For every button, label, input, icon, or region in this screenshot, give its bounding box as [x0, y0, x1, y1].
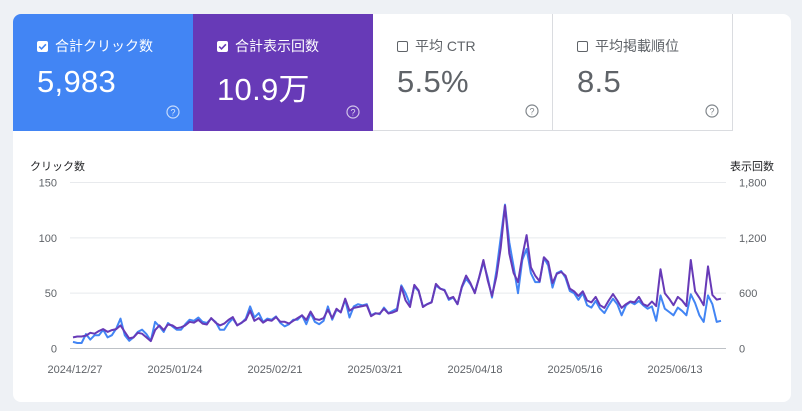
metric-value-clicks: 5,983: [37, 64, 117, 99]
help-icon[interactable]: ?: [166, 105, 180, 119]
left-tick-label: 100: [39, 233, 57, 245]
right-tick-label: 1,800: [739, 178, 767, 190]
metric-tile-position[interactable]: 平均掲載順位 8.5 ?: [553, 14, 733, 131]
left-tick-label: 50: [45, 288, 57, 300]
metric-label-position: 平均掲載順位: [577, 36, 679, 56]
metric-label-text: 平均 CTR: [415, 38, 476, 54]
checkbox-checked-icon[interactable]: [217, 40, 228, 52]
right-tick-label: 1,200: [739, 233, 767, 245]
x-tick-label: 2025/01/24: [147, 364, 202, 376]
x-tick-label: 2025/02/21: [247, 364, 302, 376]
checkbox-checked-icon[interactable]: [37, 40, 48, 52]
metric-value-position: 8.5: [577, 64, 621, 99]
checkbox-unchecked-icon[interactable]: [397, 40, 408, 52]
metric-label-ctr: 平均 CTR: [397, 36, 476, 56]
left-axis-title: クリック数: [30, 160, 85, 173]
metric-value-ctr: 5.5%: [397, 64, 469, 99]
metric-value-impressions: 10.9万: [217, 72, 310, 107]
svg-text:?: ?: [170, 107, 175, 117]
metric-tiles: 合計クリック数 5,983 ? 合計表示回数 10.9万 ? 平均 CTR 5.…: [13, 14, 733, 131]
help-icon[interactable]: ?: [346, 105, 360, 119]
right-tick-label: 600: [739, 288, 757, 300]
performance-card: 合計クリック数 5,983 ? 合計表示回数 10.9万 ? 平均 CTR 5.…: [13, 14, 791, 402]
svg-text:?: ?: [709, 106, 714, 116]
x-tick-label: 2025/06/13: [647, 364, 702, 376]
metric-label-clicks: 合計クリック数: [37, 36, 153, 56]
metric-tile-impressions[interactable]: 合計表示回数 10.9万 ?: [193, 14, 373, 131]
x-tick-label: 2024/12/27: [47, 364, 102, 376]
metric-label-text: 合計クリック数: [55, 38, 153, 54]
x-tick-label: 2025/04/18: [447, 364, 502, 376]
svg-text:?: ?: [350, 107, 355, 117]
left-tick-label: 150: [39, 178, 57, 190]
right-tick-label: 0: [739, 344, 745, 356]
impressions-series-line: [72, 204, 722, 343]
checkbox-unchecked-icon[interactable]: [577, 40, 588, 52]
metric-tile-clicks[interactable]: 合計クリック数 5,983 ?: [13, 14, 193, 131]
x-tick-label: 2025/03/21: [347, 364, 402, 376]
metric-label-text: 平均掲載順位: [595, 38, 679, 54]
right-axis-title: 表示回数: [730, 159, 774, 173]
metric-label-impressions: 合計表示回数: [217, 36, 319, 56]
help-icon[interactable]: ?: [705, 104, 719, 118]
clicks-series-line: [72, 203, 722, 344]
metric-label-text: 合計表示回数: [235, 38, 319, 54]
help-icon[interactable]: ?: [525, 104, 539, 118]
metric-tile-ctr[interactable]: 平均 CTR 5.5% ?: [373, 14, 553, 131]
left-tick-label: 0: [51, 344, 57, 356]
svg-text:?: ?: [529, 106, 534, 116]
performance-chart: クリック数 表示回数 150 1,800 100 1,200 50 600 0 0 2024/12/…: [30, 159, 774, 376]
x-tick-label: 2025/05/16: [547, 364, 602, 376]
